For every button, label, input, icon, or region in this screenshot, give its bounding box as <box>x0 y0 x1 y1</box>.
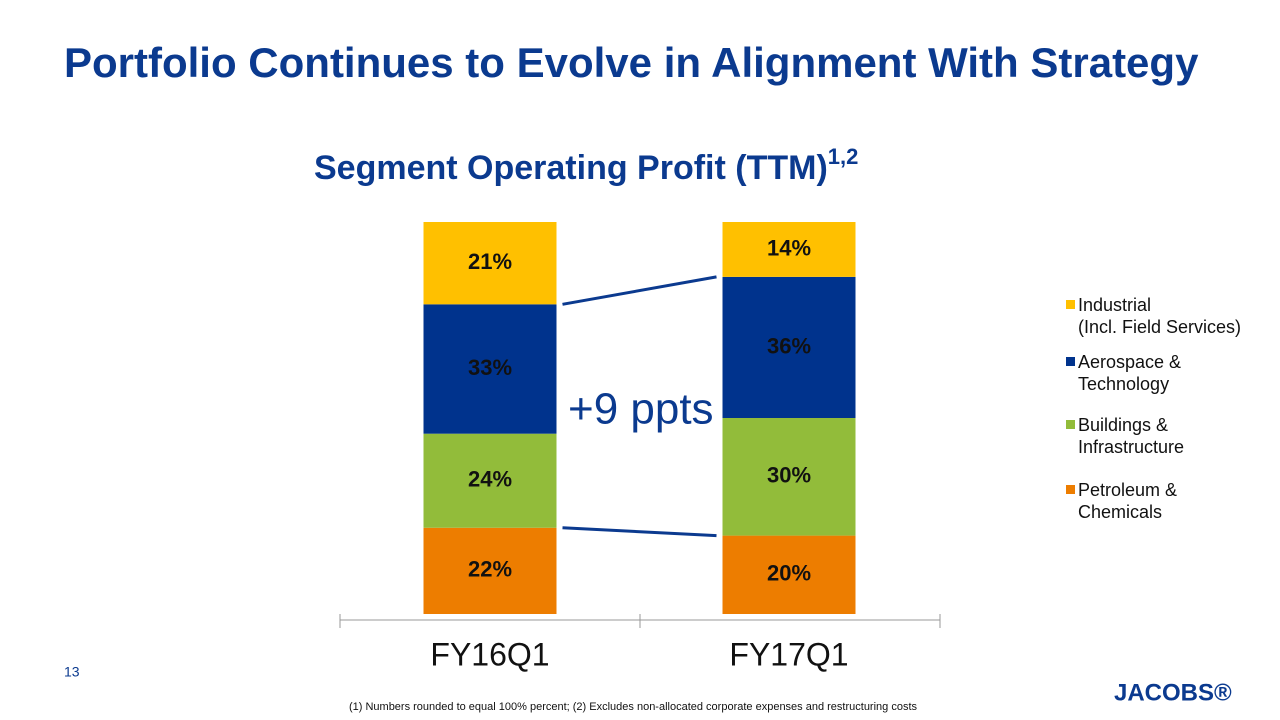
legend-swatch <box>1066 357 1075 366</box>
legend-label: Aerospace & Technology <box>1078 352 1182 394</box>
page-number: 13 <box>64 664 80 680</box>
value-label: 24% <box>468 467 512 492</box>
chart-subtitle: Segment Operating Profit (TTM)1,2 <box>314 144 858 187</box>
bar-segment <box>722 535 856 614</box>
connector-line <box>562 275 717 306</box>
bar-segment <box>722 276 856 418</box>
legend-label: Petroleum & Chemicals <box>1078 480 1178 522</box>
value-label: 14% <box>767 235 811 260</box>
x-tick-label: FY16Q1 <box>430 636 549 672</box>
legend-label: Buildings & Infrastructure <box>1078 415 1185 457</box>
footnote: (1) Numbers rounded to equal 100% percen… <box>349 701 918 713</box>
slide-title: Portfolio Continues to Evolve in Alignme… <box>64 39 1199 86</box>
value-label: 30% <box>767 463 811 488</box>
bar-segment <box>423 433 557 528</box>
value-label: 33% <box>468 355 512 380</box>
value-label: 36% <box>767 333 811 358</box>
x-tick-label: FY17Q1 <box>729 636 848 672</box>
legend-swatch <box>1066 300 1075 309</box>
subtitle-superscript: 1,2 <box>828 144 859 169</box>
annotation: +9 ppts <box>568 385 714 434</box>
subtitle-text: Segment Operating Profit (TTM) <box>314 149 828 187</box>
bar-segment <box>722 418 856 536</box>
value-label: 20% <box>767 561 811 586</box>
logo: JACOBS® <box>1114 679 1232 706</box>
bar-segment <box>423 304 557 434</box>
bar-segment <box>423 527 557 614</box>
legend-swatch <box>1066 485 1075 494</box>
bar-segment <box>423 222 557 305</box>
value-label: 22% <box>468 557 512 582</box>
legend-swatch <box>1066 420 1075 429</box>
bar-segment <box>722 222 856 277</box>
connector-line <box>562 526 717 538</box>
legend-label: Industrial (Incl. Field Services) <box>1078 295 1242 337</box>
value-label: 21% <box>468 249 512 274</box>
